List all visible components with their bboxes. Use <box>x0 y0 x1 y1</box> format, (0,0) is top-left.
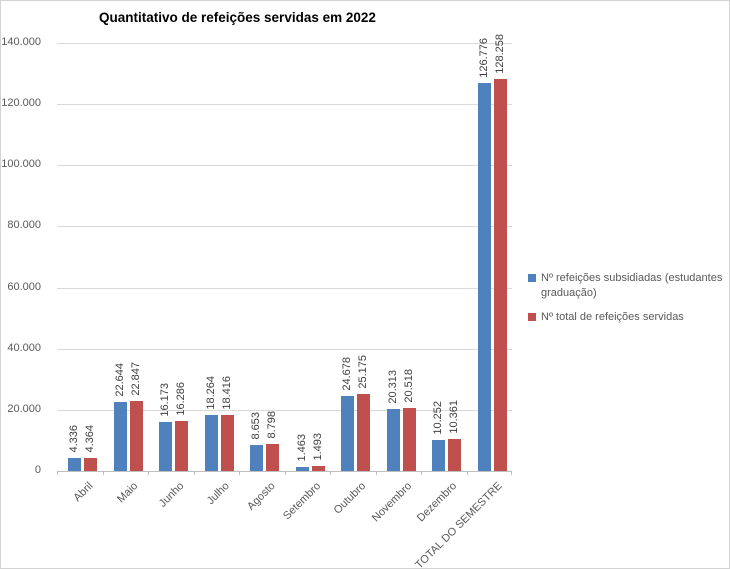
y-tick-label: 60.000 <box>7 280 41 293</box>
x-category-label: TOTAL DO SEMESTRE <box>413 480 505 569</box>
bar-subsidized-outubro <box>341 396 355 471</box>
x-axis-labels: Abril Maio Junho Julho Agosto Setembro Outubro… <box>57 472 512 568</box>
gridline <box>57 287 512 289</box>
x-axis-tick <box>511 471 512 475</box>
y-axis-labels: 0 20.000 40.000 60.000 80.000 100.000 120.000 1… <box>1 36 49 476</box>
bar-total-julho <box>220 415 234 471</box>
bar-subsidized-junho <box>159 422 173 471</box>
bar-value-label: 10.361 <box>448 400 461 434</box>
bar-value-label: 25.175 <box>357 355 370 389</box>
bar-value-label: 8.798 <box>266 411 279 439</box>
gridline <box>57 348 512 350</box>
bar-value-label: 4.336 <box>68 425 81 453</box>
bar-subsidized-maio <box>113 402 127 471</box>
bar-value-label: 20.518 <box>402 369 415 403</box>
bar-value-label: 22.644 <box>113 363 126 397</box>
x-category-label: Setembro <box>280 480 323 523</box>
legend-item-subsidized-meals: Nº refeições subsidiadas (estudantes gra… <box>528 271 729 301</box>
x-category-label: Junho <box>156 480 187 510</box>
legend-marker-red-square <box>528 313 536 321</box>
y-tick-label: 0 <box>34 464 41 476</box>
bar-total-abril <box>84 458 98 471</box>
y-tick-label: 20.000 <box>7 402 41 415</box>
bar-value-label: 20.313 <box>386 370 399 404</box>
bar-value-label: 128.258 <box>493 34 506 74</box>
x-category-label: Novembro <box>369 480 414 525</box>
bar-subsidized-total-do-semestre <box>477 83 491 471</box>
legend: Nº refeições subsidiadas (estudantes gra… <box>528 271 729 334</box>
bar-value-label: 24.678 <box>341 357 354 391</box>
bar-value-label: 126.776 <box>477 38 490 78</box>
y-tick-label: 40.000 <box>7 341 41 354</box>
gridline <box>57 165 512 167</box>
bar-value-label: 1.493 <box>311 433 324 461</box>
bar-subsidized-dezembro <box>432 440 446 471</box>
legend-label-total-meals: Nº total de refeições servidas <box>541 311 684 323</box>
x-axis-tick <box>466 471 468 475</box>
gridline <box>57 226 512 228</box>
x-category-label: Outubro <box>331 480 369 517</box>
x-category-label: Dezembro <box>414 480 460 525</box>
bar-subsidized-setembro <box>295 467 309 471</box>
legend-label-subsidized-meals: Nº refeições subsidiadas (estudantes gra… <box>541 272 723 299</box>
bar-value-label: 18.416 <box>220 376 233 410</box>
legend-marker-blue-square <box>528 274 536 282</box>
plot-area: 4.336 4.364 22.644 22.847 16.173 16.286 18.264… <box>57 34 512 475</box>
bar-total-setembro <box>311 466 325 471</box>
bar-value-label: 4.364 <box>84 425 97 453</box>
bar-total-outubro <box>357 394 371 471</box>
x-axis-tick <box>330 471 331 475</box>
x-axis-tick <box>421 471 422 475</box>
bar-value-label: 10.252 <box>432 401 445 435</box>
bar-total-novembro <box>402 408 416 471</box>
gridline <box>57 409 512 411</box>
gridline <box>57 43 512 44</box>
x-category-label: Abril <box>71 480 96 505</box>
bar-value-label: 22.847 <box>129 362 142 396</box>
bar-value-label: 18.264 <box>204 376 217 410</box>
legend-item-total-meals: Nº total de refeições servidas <box>528 310 729 325</box>
gridline <box>57 104 512 106</box>
chart-title: Quantitativo de refeições servidas em 20… <box>99 10 376 25</box>
bar-subsidized-novembro <box>386 409 400 471</box>
x-axis-tick <box>57 471 58 475</box>
bar-subsidized-abril <box>68 458 82 471</box>
y-tick-label: 100.000 <box>1 158 41 171</box>
x-category-label: Agosto <box>244 480 278 513</box>
bar-total-total-do-semestre <box>493 79 507 471</box>
bar-total-agosto <box>266 444 280 471</box>
bar-value-label: 16.286 <box>175 382 188 416</box>
x-axis-tick <box>375 471 377 475</box>
bar-value-label: 16.173 <box>159 383 172 417</box>
x-axis-tick <box>284 471 286 475</box>
bar-value-label: 1.463 <box>295 434 308 462</box>
y-tick-label: 120.000 <box>1 97 41 110</box>
bar-subsidized-julho <box>204 415 218 471</box>
x-axis-tick <box>148 471 149 475</box>
bar-total-maio <box>129 401 143 471</box>
x-axis-tick <box>102 471 104 475</box>
x-category-label: Julho <box>204 480 232 508</box>
y-tick-label: 140.000 <box>1 36 41 48</box>
bar-total-dezembro <box>448 439 462 471</box>
x-category-label: Maio <box>115 480 141 506</box>
x-axis-tick <box>193 471 195 475</box>
bar-subsidized-agosto <box>250 445 264 471</box>
x-axis-tick <box>239 471 240 475</box>
bar-value-label: 8.653 <box>250 412 263 440</box>
bar-total-junho <box>175 421 189 471</box>
y-tick-label: 80.000 <box>7 219 41 232</box>
